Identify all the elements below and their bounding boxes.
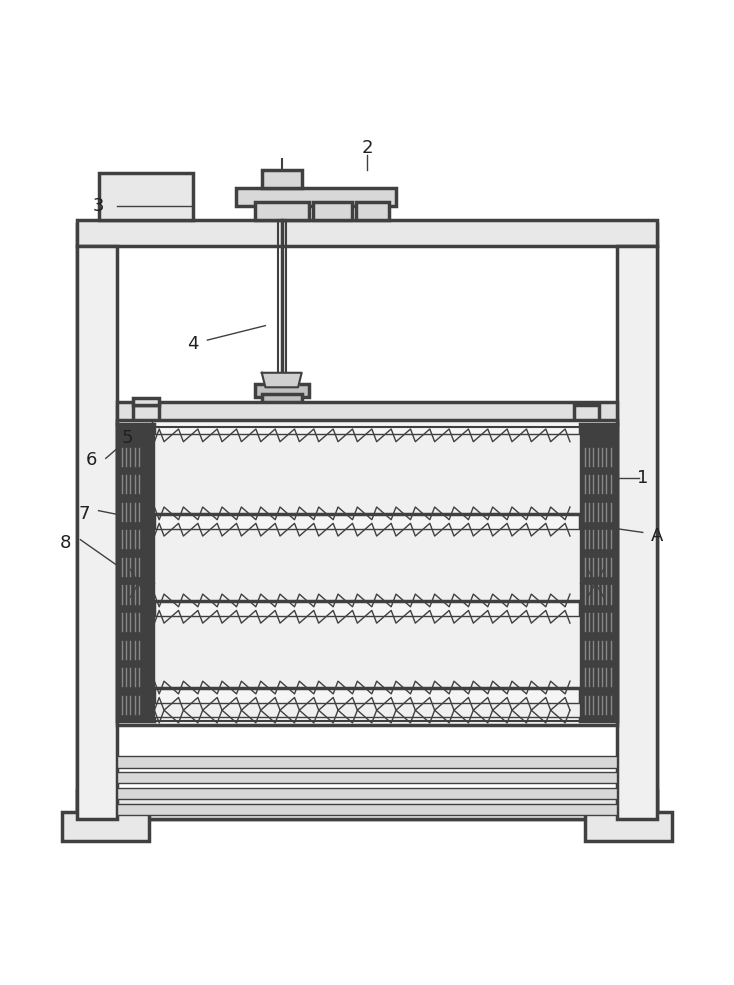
Bar <box>117 772 617 783</box>
Bar <box>154 703 580 717</box>
Bar <box>117 755 617 767</box>
Bar <box>356 202 389 221</box>
Bar <box>574 406 599 424</box>
Bar <box>98 173 193 221</box>
Bar <box>117 788 617 800</box>
Bar <box>154 529 580 602</box>
Bar <box>117 420 617 725</box>
Bar <box>262 169 302 188</box>
Text: 6: 6 <box>86 451 97 469</box>
Text: 2: 2 <box>361 139 373 157</box>
Bar <box>154 434 580 514</box>
Bar <box>262 394 302 407</box>
Bar <box>117 804 617 816</box>
Bar <box>255 383 309 397</box>
Bar <box>580 424 617 721</box>
Text: 4: 4 <box>187 335 199 353</box>
Bar <box>255 202 309 221</box>
Bar <box>134 398 159 406</box>
Bar <box>117 402 617 424</box>
Text: A: A <box>651 527 664 545</box>
Bar <box>77 790 657 820</box>
Bar <box>134 406 159 424</box>
Bar <box>62 812 149 841</box>
Text: 3: 3 <box>92 197 104 215</box>
Bar <box>77 224 657 820</box>
Text: 7: 7 <box>79 505 90 523</box>
Bar <box>154 616 580 689</box>
Bar <box>77 221 657 246</box>
Text: 1: 1 <box>637 469 648 487</box>
Text: 5: 5 <box>122 429 134 447</box>
Bar <box>77 246 117 820</box>
Bar <box>617 246 657 820</box>
Polygon shape <box>262 372 302 387</box>
Bar <box>585 812 672 841</box>
Bar <box>236 188 396 206</box>
Bar <box>313 202 352 221</box>
Bar <box>117 424 154 721</box>
Text: 8: 8 <box>60 534 71 553</box>
